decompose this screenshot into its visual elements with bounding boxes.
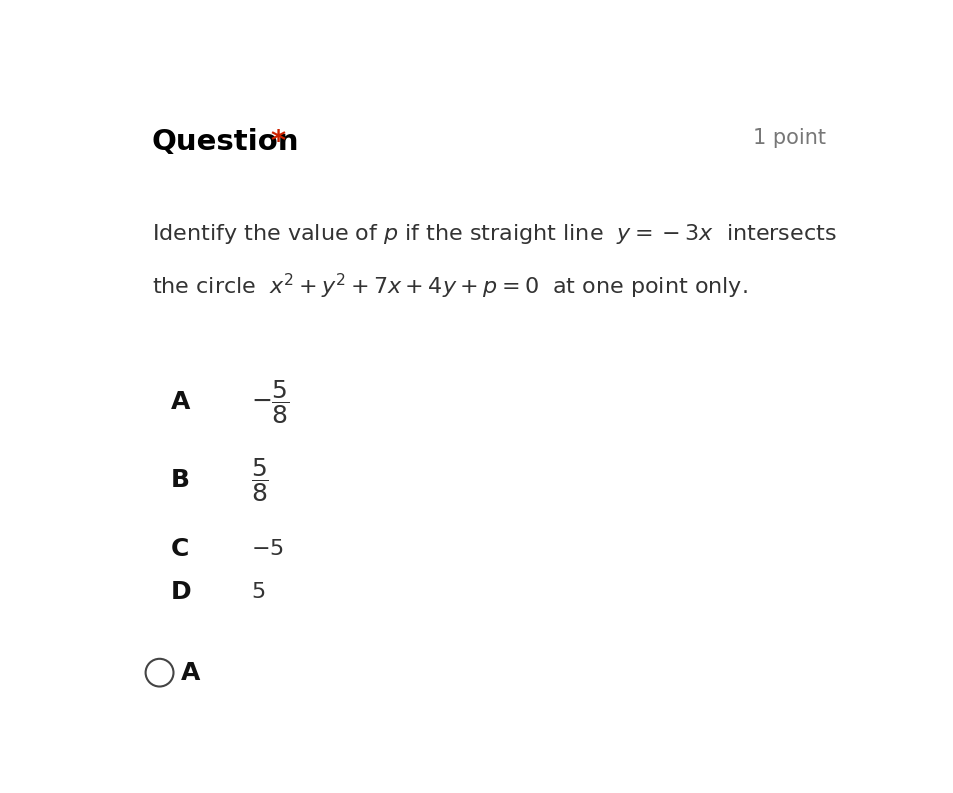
Text: $\mathbf{C}$: $\mathbf{C}$ [170, 538, 188, 561]
Text: $\mathbf{A}$: $\mathbf{A}$ [170, 389, 191, 414]
Text: $\dfrac{5}{8}$: $\dfrac{5}{8}$ [251, 456, 269, 504]
Text: $\mathbf{D}$: $\mathbf{D}$ [170, 580, 191, 603]
Text: A: A [181, 661, 200, 684]
Text: Identify the value of $p$ if the straight line  $y=-3x$  intersects: Identify the value of $p$ if the straigh… [152, 222, 836, 246]
Text: $-5$: $-5$ [251, 539, 284, 559]
Text: $\mathbf{B}$: $\mathbf{B}$ [170, 468, 189, 492]
Text: the circle  $x^2+y^2+7x+4y+p=0$  at one point only.: the circle $x^2+y^2+7x+4y+p=0$ at one po… [152, 272, 747, 301]
Text: *: * [270, 128, 285, 155]
Text: 1 point: 1 point [752, 128, 825, 147]
Text: $-\dfrac{5}{8}$: $-\dfrac{5}{8}$ [251, 377, 290, 426]
Text: Question: Question [152, 128, 299, 155]
Text: 5: 5 [251, 582, 265, 602]
